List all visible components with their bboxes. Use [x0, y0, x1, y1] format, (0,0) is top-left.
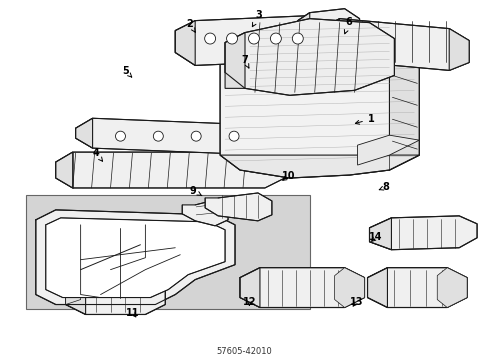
Text: 4: 4 [92, 148, 102, 161]
Text: 11: 11 [125, 308, 139, 318]
Polygon shape [175, 21, 195, 66]
Text: 3: 3 [252, 10, 262, 27]
Polygon shape [321, 19, 339, 60]
Polygon shape [220, 31, 419, 178]
Circle shape [228, 131, 239, 141]
Circle shape [153, 131, 163, 141]
Text: 8: 8 [379, 182, 388, 192]
Polygon shape [36, 210, 235, 305]
Polygon shape [220, 155, 419, 178]
Bar [26, 195, 309, 310]
Text: 13: 13 [349, 297, 363, 307]
Polygon shape [46, 218, 224, 298]
Polygon shape [334, 268, 364, 307]
Polygon shape [56, 152, 73, 188]
Text: 12: 12 [242, 297, 256, 307]
Text: 14: 14 [368, 232, 382, 242]
Polygon shape [76, 118, 92, 148]
Polygon shape [367, 268, 386, 307]
Polygon shape [369, 216, 476, 250]
Polygon shape [224, 32, 244, 88]
Polygon shape [448, 28, 468, 71]
Polygon shape [388, 36, 419, 170]
Polygon shape [65, 285, 81, 305]
Polygon shape [357, 135, 419, 165]
Polygon shape [369, 218, 390, 250]
Circle shape [270, 33, 281, 44]
Polygon shape [65, 275, 85, 315]
Polygon shape [297, 9, 359, 46]
Text: 7: 7 [241, 55, 248, 68]
Polygon shape [367, 268, 466, 307]
Polygon shape [224, 19, 394, 95]
Text: 57605-42010: 57605-42010 [216, 347, 271, 356]
Text: 6: 6 [344, 17, 352, 34]
Circle shape [226, 33, 237, 44]
Circle shape [292, 33, 303, 44]
Circle shape [115, 131, 125, 141]
Polygon shape [240, 268, 260, 307]
Circle shape [248, 33, 259, 44]
Text: 5: 5 [122, 66, 131, 77]
Text: 9: 9 [190, 186, 202, 196]
Circle shape [191, 131, 201, 141]
Polygon shape [297, 13, 309, 46]
Polygon shape [76, 118, 281, 155]
Polygon shape [65, 275, 165, 315]
Polygon shape [182, 200, 227, 226]
Polygon shape [56, 152, 285, 188]
Circle shape [204, 33, 215, 44]
Polygon shape [321, 19, 468, 71]
Polygon shape [240, 268, 364, 307]
Polygon shape [205, 193, 271, 221]
Polygon shape [175, 15, 329, 66]
Text: 10: 10 [281, 171, 294, 181]
Text: 2: 2 [186, 19, 195, 32]
Polygon shape [436, 268, 466, 307]
Text: 1: 1 [355, 114, 374, 124]
